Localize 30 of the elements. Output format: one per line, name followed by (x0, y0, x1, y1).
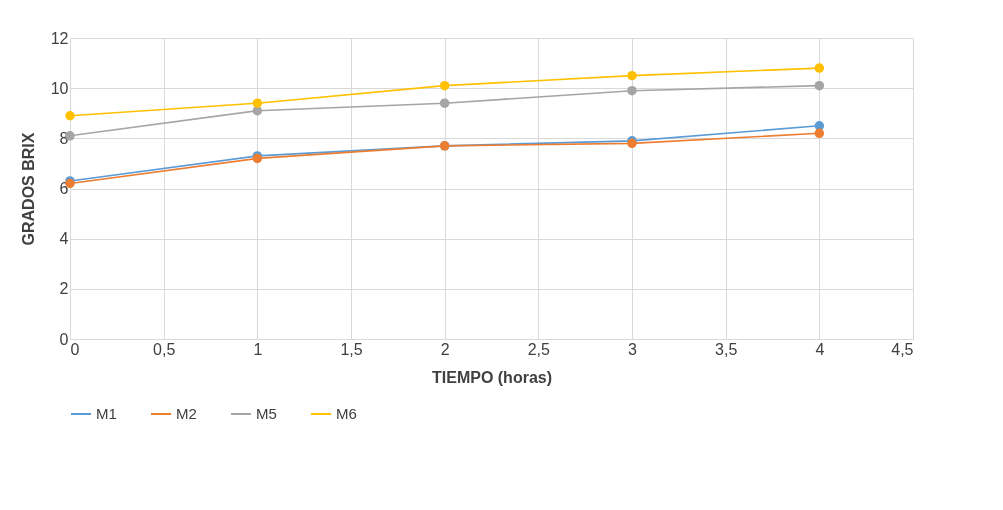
point (439, 80, 450, 91)
y-tick-label: 12 (50, 29, 69, 47)
y-axis-title: GRADOS BRIX (19, 132, 37, 246)
y-tick-label: 2 (59, 280, 69, 298)
x-tick-label: 1 (253, 340, 263, 358)
point (439, 98, 450, 108)
x-tick-label: 1,5 (340, 340, 363, 358)
point (814, 128, 825, 139)
x-tick-label: 3,5 (715, 340, 738, 358)
y-tick-label: 10 (50, 79, 69, 97)
x-axis-title: TIEMPO (horas) (431, 368, 553, 386)
x-tick-label: 2,5 (527, 340, 551, 358)
y-tick-label: 6 (59, 180, 69, 197)
legend-label: M6 (336, 405, 357, 422)
x-tick-label: 0 (70, 340, 80, 358)
x-tick-label: 3 (628, 340, 638, 358)
point (814, 63, 825, 73)
point (627, 85, 637, 96)
x-tick-label: 2 (440, 340, 450, 358)
x-tick-label: 4,5 (891, 340, 914, 358)
legend-label: M2 (176, 405, 197, 422)
legend-label: M5 (256, 405, 277, 422)
legend-label: M1 (96, 405, 117, 422)
x-tick-label: 0,5 (153, 340, 176, 358)
point (65, 111, 75, 121)
point (252, 98, 263, 108)
y-tick-label: 4 (59, 230, 69, 248)
x-tick-label: 4 (815, 340, 825, 358)
point (814, 80, 825, 91)
point (627, 70, 637, 81)
